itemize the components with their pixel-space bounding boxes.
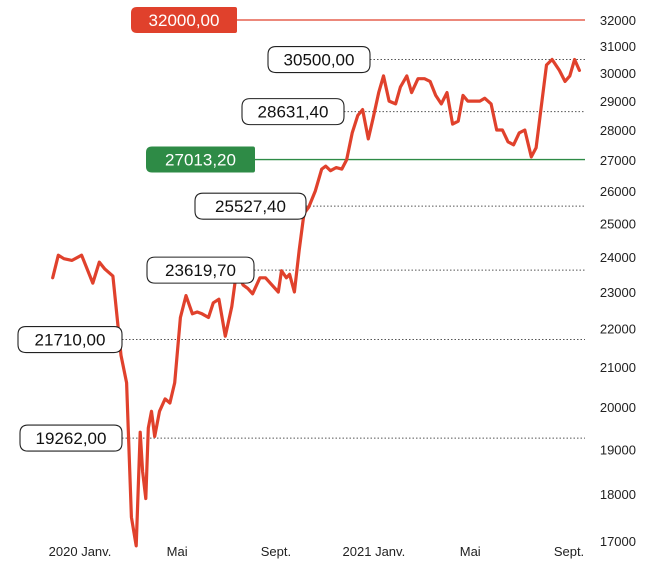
y-tick-label-22000: 22000 [600,322,636,337]
series-line-0 [51,57,582,548]
annotation-label-2: 25527,40 [215,197,286,216]
annotation-box-5 [19,424,123,452]
annotation-label-1: 28631,40 [258,103,329,122]
y-tick-label-24000: 24000 [600,250,636,265]
series-layer [51,57,582,548]
y-tick-label-20000: 20000 [600,400,636,415]
annotation-labels: 30500,00 28631,40 25527,40 23619,70 21710,00… [17,7,371,452]
y-tick-label-31000: 31000 [600,39,636,54]
y-tick-label-25000: 25000 [600,216,636,231]
annotation-label-5: 19262,00 [36,429,107,448]
reference-label-0: 32000,00 [149,11,220,30]
y-tick-label-28000: 28000 [600,123,636,138]
x-tick-label-3: 2021 Janv. [343,544,406,559]
reference-tag-0 [131,7,237,33]
y-tick-label-21000: 21000 [600,360,636,375]
y-tick-label-30000: 30000 [600,66,636,81]
reference-tag-1 [146,146,255,173]
reference-lines [237,19,585,161]
y-tick-label-17000: 17000 [600,534,636,549]
y-tick-label-32000: 32000 [600,13,636,28]
annotation-box-0 [267,45,371,74]
annotation-lines [122,59,585,439]
y-axis: 17000 18000 19000 20000 21000 22000 23000 24000… [600,13,636,549]
x-tick-label-0: 2020 Janv. [49,544,112,559]
y-tick-label-29000: 29000 [600,94,636,109]
y-tick-label-23000: 23000 [600,285,636,300]
annotation-box-1 [241,98,345,126]
y-tick-label-26000: 26000 [600,184,636,199]
annotation-box-2 [194,192,307,220]
annotation-label-3: 23619,70 [165,261,236,280]
y-tick-label-18000: 18000 [600,487,636,502]
x-tick-label-2: Sept. [261,544,291,559]
x-axis: 2020 Janv. Mai Sept. 2021 Janv. Mai Sept. [49,544,585,559]
x-tick-label-1: Mai [167,544,188,559]
x-tick-label-4: Mai [460,544,481,559]
y-tick-label-27000: 27000 [600,153,636,168]
x-tick-label-5: Sept. [554,544,584,559]
annotation-box-3 [146,256,255,284]
annotation-box-4 [17,326,123,354]
annotation-label-4: 21710,00 [35,331,106,350]
annotation-label-0: 30500,00 [284,51,355,70]
reference-label-1: 27013,20 [165,151,236,170]
y-tick-label-19000: 19000 [600,442,636,457]
